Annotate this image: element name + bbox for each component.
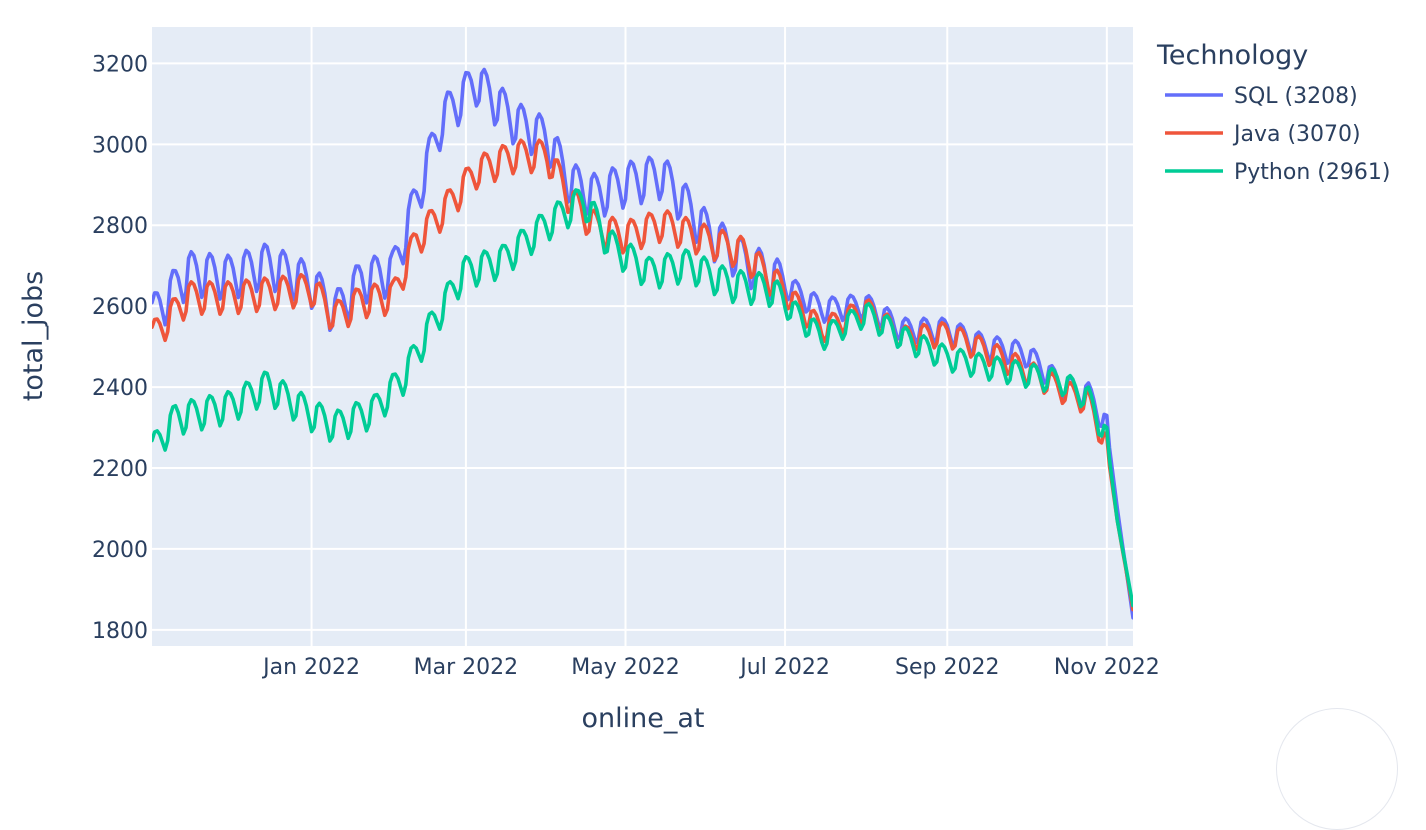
plot-series bbox=[152, 67, 1133, 620]
line-chart: 1800 2000 2200 2400 2600 2800 3000 3200 Jan 202… bbox=[18, 27, 1390, 734]
y-tick-label: 3000 bbox=[92, 133, 148, 158]
legend-items: SQL (3208) Java (3070) Python (2961) bbox=[1165, 84, 1390, 185]
plot-background bbox=[152, 27, 1133, 646]
y-axis-title: total_jobs bbox=[18, 271, 49, 401]
y-tick-label: 2200 bbox=[92, 457, 148, 482]
x-tick-label: Mar 2022 bbox=[414, 655, 519, 680]
modebar-button[interactable] bbox=[1276, 708, 1398, 830]
series-line-2 bbox=[152, 138, 1133, 612]
y-tick-label: 3200 bbox=[92, 52, 148, 77]
x-axis-title: online_at bbox=[582, 703, 705, 734]
x-gridlines bbox=[310, 27, 1108, 646]
y-tick-label: 1800 bbox=[92, 619, 148, 644]
x-axis-ticks: Jan 2022 Mar 2022 May 2022 Jul 2022 Sep 2022… bbox=[261, 655, 1160, 680]
series-line-3 bbox=[152, 188, 1133, 608]
y-axis-ticks: 1800 2000 2200 2400 2600 2800 3000 3200 bbox=[92, 52, 148, 643]
y-gridlines bbox=[152, 62, 1133, 631]
y-tick-label: 2600 bbox=[92, 295, 148, 320]
legend-title: Technology bbox=[1156, 40, 1308, 71]
x-tick-label: May 2022 bbox=[571, 655, 679, 680]
x-tick-label: Jul 2022 bbox=[738, 655, 830, 680]
y-tick-label: 2400 bbox=[92, 376, 148, 401]
x-tick-label: Sep 2022 bbox=[895, 655, 999, 680]
legend: Technology SQL (3208) Java (3070) Python (… bbox=[1156, 40, 1390, 185]
legend-entry: Java (3070) bbox=[1232, 122, 1361, 147]
x-tick-label: Jan 2022 bbox=[261, 655, 360, 680]
x-tick-label: Nov 2022 bbox=[1054, 655, 1160, 680]
y-tick-label: 2000 bbox=[92, 538, 148, 563]
legend-entry: SQL (3208) bbox=[1234, 84, 1358, 109]
legend-entry: Python (2961) bbox=[1234, 160, 1390, 185]
y-tick-label: 2800 bbox=[92, 214, 148, 239]
